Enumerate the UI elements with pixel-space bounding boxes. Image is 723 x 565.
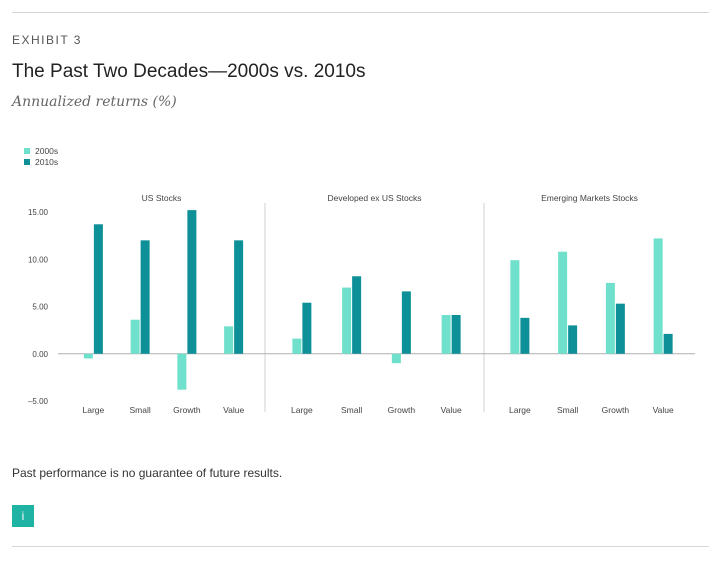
bar-2000s <box>292 338 302 354</box>
bar-2000s <box>130 319 140 354</box>
bar-2010s <box>140 240 150 354</box>
bar-2000s <box>441 315 451 354</box>
y-tick-label: –5.00 <box>28 397 49 406</box>
chart-subtitle: Annualized returns (%) <box>12 94 177 110</box>
bottom-rule <box>12 546 709 547</box>
x-tick-label: Value <box>653 405 674 415</box>
bar-2010s <box>520 317 530 354</box>
bar-2010s <box>401 291 411 354</box>
bar-2010s <box>615 303 625 354</box>
y-tick-label: 10.00 <box>28 255 49 264</box>
bar-2000s <box>558 251 568 354</box>
bar-2000s <box>653 238 663 354</box>
y-tick-label: 5.00 <box>32 303 48 312</box>
bar-2000s <box>342 287 352 354</box>
bar-2010s <box>302 302 312 354</box>
x-tick-label: Large <box>83 405 105 415</box>
bar-2010s <box>568 325 578 354</box>
exhibit-label: EXHIBIT 3 <box>12 33 82 47</box>
chart-title: The Past Two Decades—2000s vs. 2010s <box>12 61 366 82</box>
legend-swatch-2010s <box>24 159 30 165</box>
bar-2000s <box>605 282 615 354</box>
top-rule <box>12 12 709 13</box>
x-tick-label: Growth <box>173 405 201 415</box>
x-tick-label: Large <box>509 405 531 415</box>
x-tick-label: Value <box>223 405 244 415</box>
bar-2010s <box>451 315 461 354</box>
legend-label-2000s: 2000s <box>35 146 58 156</box>
legend-swatch-2000s <box>24 148 30 154</box>
panel-title: Developed ex US Stocks <box>327 193 421 203</box>
bar-2010s <box>663 333 673 354</box>
x-tick-label: Small <box>557 405 578 415</box>
x-tick-label: Large <box>291 405 313 415</box>
bar-2000s <box>391 353 401 364</box>
legend-label-2010s: 2010s <box>35 157 58 167</box>
bar-2000s <box>177 353 187 390</box>
x-tick-label: Small <box>129 405 150 415</box>
bar-2000s <box>224 326 234 354</box>
x-tick-label: Small <box>341 405 362 415</box>
bar-2010s <box>352 276 362 354</box>
x-tick-label: Growth <box>602 405 630 415</box>
bar-2010s <box>93 224 103 354</box>
bar-2000s <box>510 260 520 354</box>
performance-disclaimer: Past performance is no guarantee of futu… <box>12 466 283 480</box>
bar-2000s <box>83 353 93 359</box>
panel-title: US Stocks <box>142 193 182 203</box>
x-tick-label: Growth <box>388 405 416 415</box>
x-tick-label: Value <box>441 405 462 415</box>
y-tick-label: 0.00 <box>32 350 48 359</box>
bar-2010s <box>187 210 197 354</box>
panel-title: Emerging Markets Stocks <box>541 193 638 203</box>
info-button[interactable]: i <box>12 505 34 527</box>
y-tick-label: 15.00 <box>28 208 49 217</box>
bar-2010s <box>234 240 244 354</box>
